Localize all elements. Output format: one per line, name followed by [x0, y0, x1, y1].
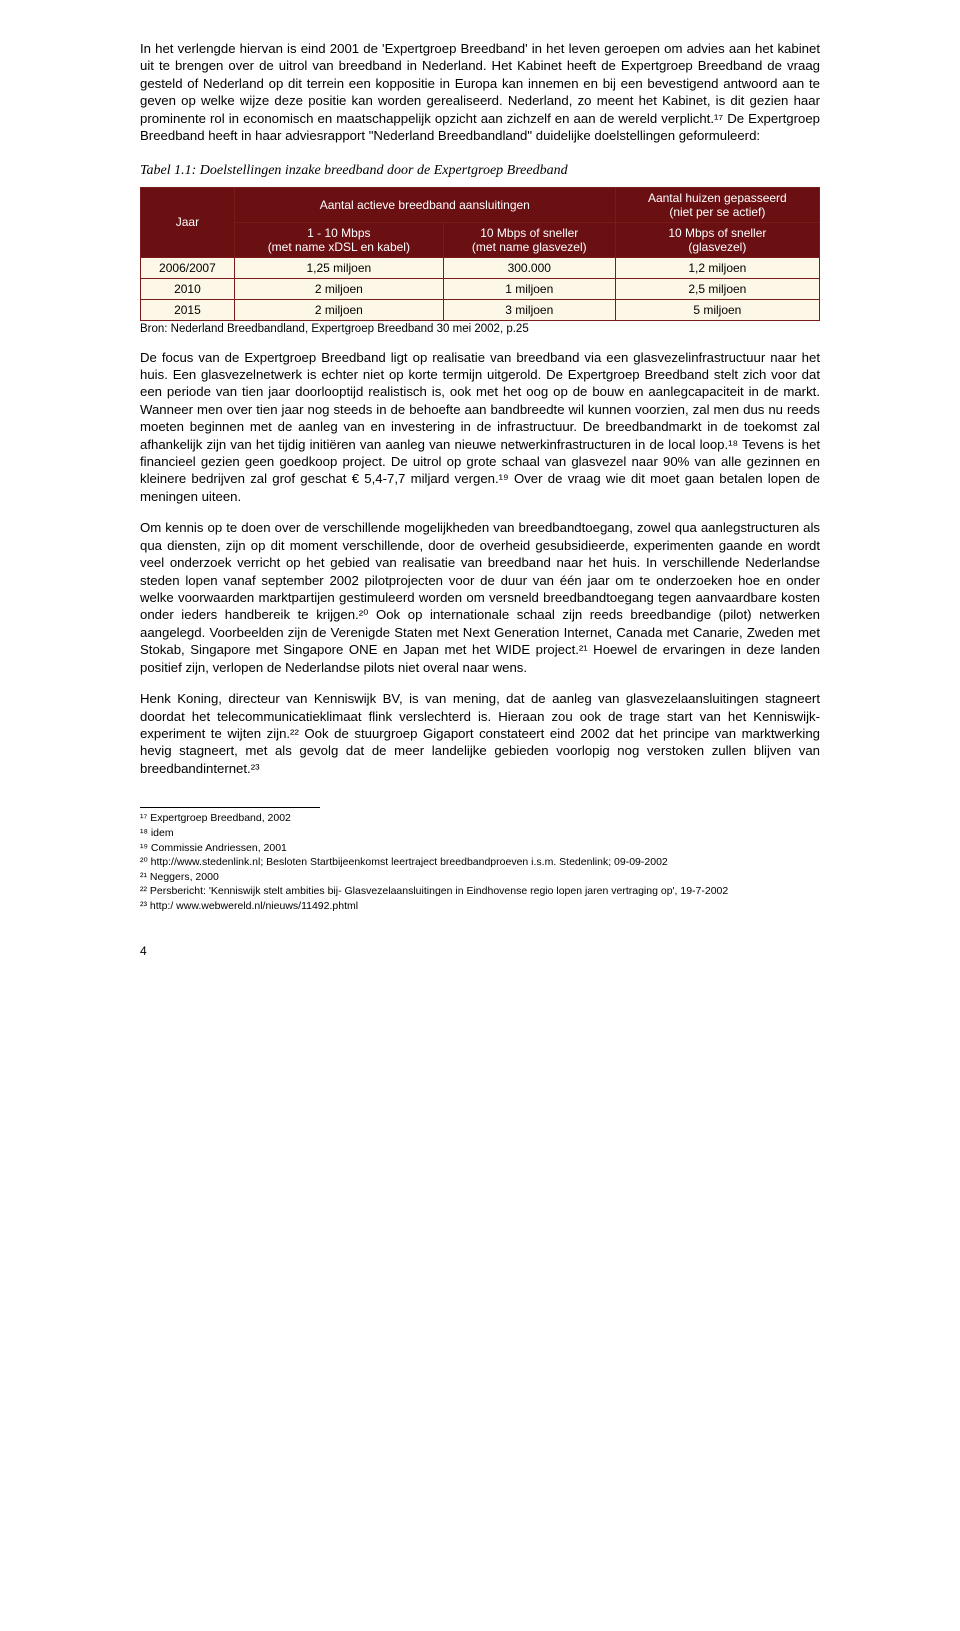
footnotes: ¹⁷ Expertgroep Breedband, 2002 ¹⁸ idem ¹…	[140, 812, 820, 913]
table-row: 2010 2 miljoen 1 miljoen 2,5 miljoen	[141, 278, 820, 299]
footnote: ²¹ Neggers, 2000	[140, 871, 820, 885]
table-caption: Tabel 1.1: Doelstellingen inzake breedba…	[140, 163, 820, 179]
footnote: ¹⁹ Commissie Andriessen, 2001	[140, 842, 820, 856]
cell: 3 miljoen	[443, 299, 615, 320]
cell: 1,2 miljoen	[615, 257, 819, 278]
footnote: ²⁰ http://www.stedenlink.nl; Besloten St…	[140, 856, 820, 870]
cell: 1 miljoen	[443, 278, 615, 299]
cell: 2,5 miljoen	[615, 278, 819, 299]
paragraph-4: Henk Koning, directeur van Kenniswijk BV…	[140, 690, 820, 777]
footnote: ¹⁸ idem	[140, 827, 820, 841]
cell: 2006/2007	[141, 257, 235, 278]
th-10plus: 10 Mbps of sneller(met name glasvezel)	[443, 222, 615, 257]
table-row: 2006/2007 1,25 miljoen 300.000 1,2 miljo…	[141, 257, 820, 278]
th-passed-top: Aantal huizen gepasseerd(niet per se act…	[615, 187, 819, 222]
page-number: 4	[140, 944, 820, 958]
cell: 1,25 miljoen	[234, 257, 443, 278]
cell: 300.000	[443, 257, 615, 278]
th-passed-sub: 10 Mbps of sneller(glasvezel)	[615, 222, 819, 257]
th-year: Jaar	[141, 187, 235, 257]
footnote-separator	[140, 807, 320, 808]
paragraph-1: In het verlengde hiervan is eind 2001 de…	[140, 40, 820, 145]
cell: 2010	[141, 278, 235, 299]
paragraph-3: Om kennis op te doen over de verschillen…	[140, 519, 820, 676]
table-source: Bron: Nederland Breedbandland, Expertgro…	[140, 323, 820, 335]
table-row: 2015 2 miljoen 3 miljoen 5 miljoen	[141, 299, 820, 320]
table-body: 2006/2007 1,25 miljoen 300.000 1,2 miljo…	[141, 257, 820, 320]
goals-table: Jaar Aantal actieve breedband aansluitin…	[140, 187, 820, 321]
footnote: ²² Persbericht: 'Kenniswijk stelt ambiti…	[140, 885, 820, 899]
cell: 2 miljoen	[234, 278, 443, 299]
paragraph-2: De focus van de Expertgroep Breedband li…	[140, 349, 820, 506]
footnote: ²³ http:/ www.webwereld.nl/nieuws/11492.…	[140, 900, 820, 914]
footnote: ¹⁷ Expertgroep Breedband, 2002	[140, 812, 820, 826]
th-1-10: 1 - 10 Mbps(met name xDSL en kabel)	[234, 222, 443, 257]
th-active: Aantal actieve breedband aansluitingen	[234, 187, 615, 222]
cell: 2015	[141, 299, 235, 320]
cell: 2 miljoen	[234, 299, 443, 320]
cell: 5 miljoen	[615, 299, 819, 320]
